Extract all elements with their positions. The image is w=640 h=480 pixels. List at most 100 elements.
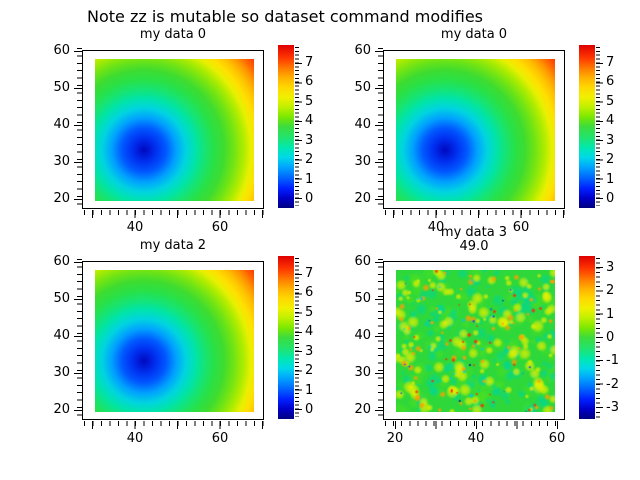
- colorbar: [278, 256, 294, 419]
- y-tick-label: 60: [354, 43, 371, 58]
- y-axis-major-ticks: [74, 262, 82, 411]
- colorbar-tick-label: 3: [606, 132, 615, 148]
- colorbar-tick-label: 5: [606, 93, 615, 109]
- colorbar-tick-labels: 3 2 1 0 -1 -2 -3: [606, 261, 636, 414]
- subplot-title-line2: 49.0: [459, 239, 489, 254]
- subplot-title: my data 2: [139, 238, 207, 253]
- colorbar-tick-label: 4: [606, 113, 615, 129]
- colorbar-tick-label: 2: [606, 283, 615, 299]
- colorbar-tick-labels: 7 6 5 4 3 2 1 0: [305, 56, 335, 205]
- colorbar-major-ticks: [295, 274, 302, 411]
- heatmap-image: [396, 59, 555, 201]
- colorbar-tick-label: 5: [305, 93, 314, 109]
- y-axis-tick-labels: 60 50 40 30 20: [38, 254, 70, 417]
- y-tick-label: 30: [354, 154, 371, 169]
- x-axis-tick-labels: 40 60: [115, 432, 240, 446]
- y-tick-label: 30: [354, 365, 371, 380]
- colorbar-tick-labels: 7 6 5 4 3 2 1 0: [606, 56, 636, 205]
- y-tick-label: 50: [53, 80, 70, 95]
- y-tick-label: 50: [53, 291, 70, 306]
- y-tick-label: 30: [53, 365, 70, 380]
- colorbar-tick-label: -3: [606, 399, 619, 415]
- noise-heatmap-image: [396, 270, 555, 412]
- colorbar-tick-label: 3: [305, 343, 314, 359]
- colorbar-tick-label: 5: [305, 304, 314, 320]
- colorbar-tick-label: 4: [305, 324, 314, 340]
- x-axis-major-ticks: [395, 421, 559, 429]
- x-axis-tick-labels: 40 60: [115, 221, 240, 235]
- colorbar-tick-label: 1: [606, 171, 615, 187]
- colorbar-tick-label: 1: [305, 171, 314, 187]
- y-axis-major-ticks: [375, 51, 383, 200]
- colorbar-tick-label: 0: [305, 401, 314, 417]
- y-tick-label: 20: [354, 191, 371, 206]
- subplot-title: my data 0: [139, 27, 207, 42]
- colorbar-tick-label: 6: [305, 74, 314, 90]
- x-axis-major-ticks: [393, 210, 564, 218]
- x-tick-label: 60: [512, 220, 530, 235]
- subplot-title: my data 3 49.0: [383, 226, 565, 254]
- colorbar-tick-label: 4: [305, 113, 314, 129]
- y-tick-label: 30: [53, 154, 70, 169]
- colorbar-tick-labels: 7 6 5 4 3 2 1 0: [305, 267, 335, 416]
- y-axis-major-ticks: [74, 51, 82, 200]
- colorbar-tick-label: 0: [305, 190, 314, 206]
- colorbar: [579, 45, 595, 208]
- y-axis-major-ticks: [375, 262, 383, 411]
- x-tick-label: 60: [211, 431, 229, 446]
- x-tick-label: 40: [427, 220, 445, 235]
- y-tick-label: 50: [354, 80, 371, 95]
- heatmap-image: [95, 59, 254, 201]
- y-tick-label: 40: [53, 117, 70, 132]
- x-tick-label: 20: [386, 431, 404, 446]
- colorbar-tick-label: 6: [305, 285, 314, 301]
- figure-title: Note zz is mutable so dataset command mo…: [86, 7, 483, 26]
- colorbar-tick-label: 6: [606, 74, 615, 90]
- y-tick-label: 40: [354, 117, 371, 132]
- colorbar-tick-label: 0: [606, 329, 615, 345]
- y-tick-label: 40: [354, 328, 371, 343]
- y-axis-tick-labels: 60 50 40 30 20: [38, 43, 70, 206]
- heatmap-image: [95, 270, 254, 412]
- colorbar-tick-label: 7: [305, 266, 314, 281]
- y-tick-label: 60: [53, 254, 70, 269]
- y-axis-tick-labels: 60 50 40 30 20: [339, 43, 371, 206]
- colorbar-tick-label: 7: [305, 55, 314, 70]
- y-axis-tick-labels: 60 50 40 30 20: [339, 254, 371, 417]
- colorbar-major-ticks: [596, 63, 603, 200]
- colorbar-major-ticks: [295, 63, 302, 200]
- colorbar-tick-label: 2: [305, 152, 314, 168]
- colorbar-tick-label: 7: [606, 55, 615, 70]
- x-tick-label: 40: [467, 431, 485, 446]
- x-tick-label: 60: [211, 220, 229, 235]
- colorbar-tick-label: 3: [606, 260, 615, 275]
- x-tick-label: 60: [548, 431, 566, 446]
- x-axis-tick-labels: 20 40 60: [375, 432, 577, 446]
- colorbar: [278, 45, 294, 208]
- y-tick-label: 40: [53, 328, 70, 343]
- colorbar-tick-label: 2: [606, 152, 615, 168]
- subplot-title-line1: my data 3: [440, 225, 508, 240]
- x-tick-label: 40: [126, 431, 144, 446]
- y-tick-label: 50: [354, 291, 371, 306]
- x-axis-tick-labels: 40 60: [416, 221, 541, 235]
- colorbar-tick-label: 1: [606, 306, 615, 322]
- x-axis-major-ticks: [92, 210, 263, 218]
- x-tick-label: 40: [126, 220, 144, 235]
- y-tick-label: 20: [53, 191, 70, 206]
- colorbar: [579, 256, 595, 419]
- colorbar-tick-label: 2: [305, 363, 314, 379]
- y-tick-label: 20: [354, 402, 371, 417]
- x-axis-major-ticks: [92, 421, 263, 429]
- colorbar-tick-label: 3: [305, 132, 314, 148]
- y-tick-label: 60: [53, 43, 70, 58]
- colorbar-tick-label: 1: [305, 382, 314, 398]
- colorbar-tick-label: -1: [606, 353, 619, 369]
- y-tick-label: 60: [354, 254, 371, 269]
- subplot-title: my data 0: [440, 27, 508, 42]
- y-tick-label: 20: [53, 402, 70, 417]
- colorbar-major-ticks: [596, 267, 603, 409]
